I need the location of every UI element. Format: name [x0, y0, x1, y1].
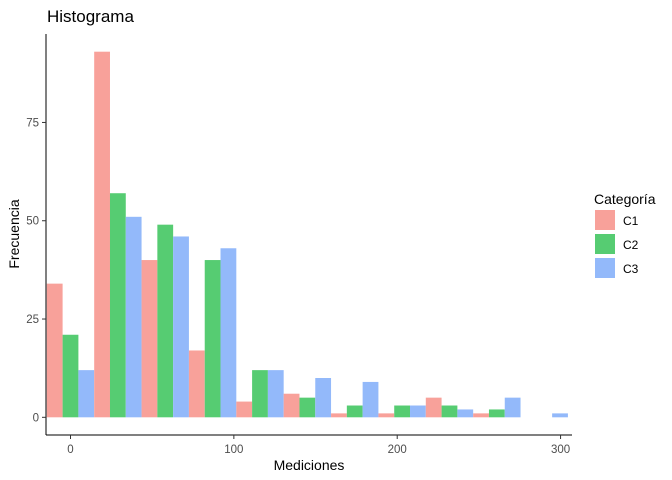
- legend-label-c3: C3: [623, 262, 639, 276]
- legend-key-c3: [595, 258, 615, 278]
- bar-c3-bin-6: [362, 381, 379, 418]
- bar-c3-bin-3: [220, 248, 237, 418]
- x-tick-label: 100: [224, 444, 243, 456]
- bar-c2-bin-6: [346, 405, 363, 418]
- bar-c1-bin-4: [236, 401, 253, 418]
- y-axis-title: Frecuencia: [6, 199, 22, 268]
- x-axis-title: Mediciones: [274, 457, 345, 473]
- axes-group: [45, 34, 572, 436]
- bar-c1-bin-1: [94, 51, 110, 418]
- bar-c1-bin-7: [378, 413, 395, 418]
- y-tick-label: 0: [33, 412, 39, 424]
- y-tick-label: 75: [26, 117, 39, 129]
- bars-group: [46, 51, 568, 418]
- bar-c1-bin-3: [188, 350, 205, 418]
- x-ticks-group: 0 100 200 300: [67, 435, 570, 456]
- bar-c1-bin-6: [331, 413, 347, 418]
- bar-c3-bin-2: [173, 236, 189, 418]
- bar-c2-bin-5: [299, 397, 316, 418]
- bar-c2-bin-2: [157, 224, 174, 418]
- legend-key-c1: [595, 210, 615, 230]
- legend-label-c2: C2: [623, 238, 639, 252]
- bar-c1-bin-9: [473, 413, 489, 418]
- bar-c3-bin-4: [267, 370, 284, 418]
- chart-title: Histograma: [47, 7, 134, 26]
- bar-c2-bin-7: [394, 405, 411, 418]
- bar-c1-bin-8: [425, 397, 442, 418]
- legend-label-c1: C1: [623, 214, 639, 228]
- legend: Categoría C1 C2 C3: [594, 191, 656, 278]
- bar-c3-bin-0: [78, 370, 95, 418]
- legend-title: Categoría: [594, 191, 656, 207]
- bar-c2-bin-8: [441, 405, 458, 418]
- bar-c3-bin-8: [457, 409, 474, 418]
- y-tick-label: 50: [26, 216, 39, 228]
- bar-c3-bin-9: [504, 397, 521, 418]
- bar-c1-bin-5: [283, 393, 300, 418]
- y-ticks-group: 0 25 50 75: [26, 117, 46, 424]
- x-tick-label: 0: [67, 444, 73, 456]
- x-tick-label: 300: [551, 444, 570, 456]
- bar-c2-bin-1: [109, 193, 126, 418]
- y-tick-label: 25: [26, 314, 39, 326]
- bar-c1-bin-0: [46, 283, 63, 418]
- bar-c3-bin-1: [125, 216, 142, 418]
- bar-c3-bin-10: [552, 413, 568, 418]
- x-tick-label: 200: [388, 444, 407, 456]
- bar-c2-bin-0: [62, 334, 79, 418]
- bar-c2-bin-9: [488, 409, 505, 418]
- legend-key-c2: [595, 234, 615, 254]
- bar-c3-bin-7: [410, 405, 426, 418]
- bar-c2-bin-3: [204, 260, 221, 418]
- bar-c2-bin-4: [252, 370, 268, 418]
- bar-c1-bin-2: [141, 260, 158, 418]
- bar-c3-bin-5: [315, 378, 332, 418]
